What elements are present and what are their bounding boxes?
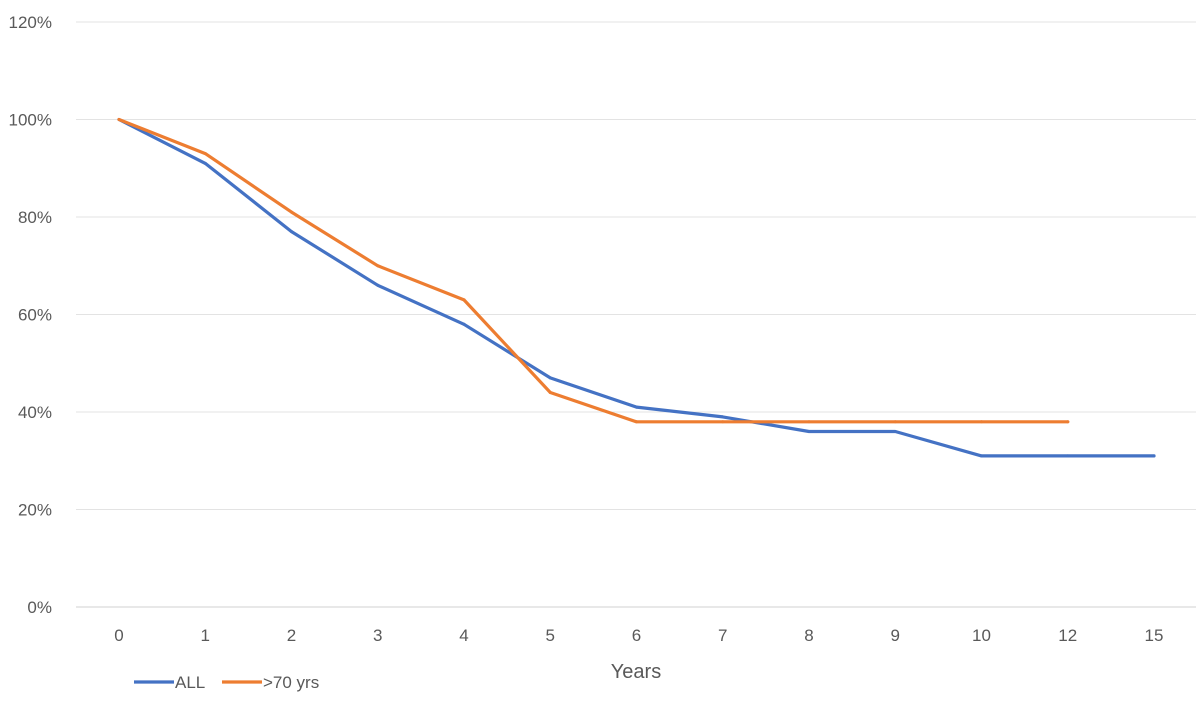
y-tick-label: 80% (18, 208, 52, 227)
data-point (1152, 454, 1156, 458)
legend: ALL >70 yrs (134, 673, 319, 692)
data-point (807, 430, 811, 433)
x-tick-label: 15 (1145, 626, 1164, 645)
data-point (548, 391, 552, 394)
y-tick-label: 20% (18, 501, 52, 520)
x-tick-label: 12 (1058, 626, 1077, 645)
x-tick-label: 6 (632, 626, 641, 645)
legend-item: >70 yrs (222, 673, 319, 692)
x-tick-label: 3 (373, 626, 382, 645)
x-tick-label: 5 (546, 626, 555, 645)
data-point (807, 420, 811, 424)
data-point (376, 264, 380, 268)
grid-layer (76, 21, 1196, 608)
data-point (117, 118, 121, 121)
data-point (635, 420, 638, 424)
series-line-1 (117, 117, 1070, 424)
data-point (893, 430, 897, 433)
x-axis-title: Years (611, 661, 661, 683)
series-line-0 (117, 117, 1156, 458)
legend-item: ALL (134, 673, 205, 692)
data-point (376, 283, 380, 287)
x-tick-label: 2 (287, 626, 296, 645)
legend-label: >70 yrs (263, 673, 319, 692)
data-point (548, 376, 552, 380)
legend-label: ALL (175, 673, 205, 692)
data-point (980, 454, 983, 458)
data-point (462, 298, 466, 302)
data-point (893, 420, 897, 424)
x-tick-label: 0 (114, 626, 123, 645)
x-tick-label: 10 (972, 626, 991, 645)
data-point (203, 152, 207, 156)
y-tick-label: 100% (9, 111, 52, 130)
data-point (290, 210, 293, 214)
y-tick-label: 120% (9, 13, 52, 32)
x-axis-ticks: 0 1 2 3 4 5 6 7 8 9 10 12 15 (114, 626, 1163, 645)
x-tick-label: 9 (891, 626, 900, 645)
y-tick-label: 60% (18, 306, 52, 325)
data-point (721, 420, 725, 424)
y-tick-label: 0% (27, 598, 52, 617)
y-axis-ticks: 0% 20% 40% 60% 80% 100% 120% (9, 13, 52, 617)
series-layer (117, 117, 1156, 458)
data-point (1066, 420, 1070, 424)
data-point (721, 415, 725, 419)
x-tick-label: 1 (201, 626, 210, 645)
data-point (635, 405, 638, 409)
x-tick-label: 7 (718, 626, 727, 645)
data-point (1066, 454, 1070, 458)
data-point (203, 161, 207, 165)
y-tick-label: 40% (18, 403, 52, 422)
data-point (462, 322, 466, 326)
data-point (290, 230, 293, 234)
x-tick-label: 4 (459, 626, 468, 645)
x-tick-label: 8 (804, 626, 813, 645)
data-point (980, 420, 983, 424)
